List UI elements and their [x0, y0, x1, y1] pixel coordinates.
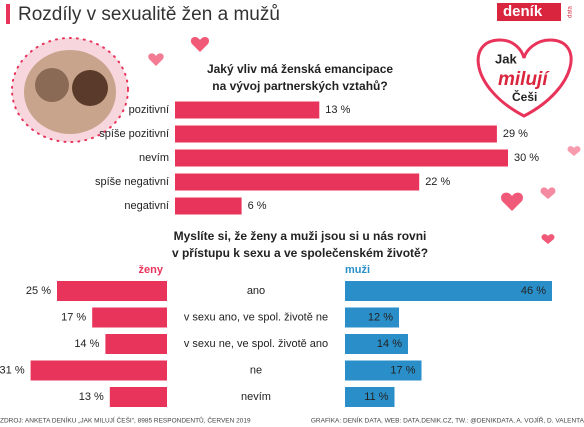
- bar: [30, 360, 167, 381]
- value-label: 11 %: [364, 391, 388, 403]
- category-label: spíše negativní: [95, 176, 169, 188]
- category-label: nevím: [241, 391, 271, 403]
- source: ZDROJ: ANKETA DENÍKU „JAK MILUJÍ ČEŠI", …: [0, 416, 251, 425]
- value-label: 22 %: [425, 176, 450, 188]
- value-label: 46 %: [521, 285, 546, 297]
- value-label: 6 %: [248, 200, 267, 212]
- chart-title: v přístupu k sexu a ve společenském živo…: [172, 246, 428, 260]
- legend-label: muži: [345, 264, 370, 276]
- category-label: ne: [250, 364, 262, 376]
- bar: [345, 307, 399, 328]
- category-label: nevím: [139, 152, 169, 164]
- bar: [345, 281, 552, 301]
- value-label: 17 %: [61, 311, 86, 323]
- brand-sub: data: [568, 6, 574, 18]
- value-label: 25 %: [26, 285, 51, 297]
- value-label: 12 %: [368, 311, 393, 323]
- logo-heart: [476, 38, 573, 118]
- value-label: 13 %: [79, 391, 104, 403]
- logo-line: milují: [498, 69, 550, 90]
- category-label: v sexu ano, ve spol. životě ne: [184, 311, 328, 323]
- chart-title: Jaký vliv má ženská emancipace: [207, 62, 393, 76]
- bar: [175, 197, 242, 215]
- category-label: v sexu ne, ve spol. životě ano: [184, 338, 328, 350]
- bar: [345, 360, 422, 381]
- page-title: Rozdíly v sexualitě žen a mužů: [18, 4, 280, 25]
- bar: [175, 149, 508, 167]
- bar: [175, 125, 497, 143]
- logo-line: Češi: [512, 89, 537, 104]
- value-label: 29 %: [503, 128, 528, 140]
- credits: GRAFIKA: DENÍK DATA, WEB: DATA.DENIK.CZ,…: [311, 416, 584, 425]
- brand-box: [497, 3, 561, 21]
- brand: deník: [503, 3, 543, 20]
- bar: [57, 281, 167, 301]
- category-label: spíše pozitivní: [99, 128, 169, 140]
- value-label: 13 %: [325, 104, 350, 116]
- bar: [92, 307, 167, 328]
- chart-title: na vývoj partnerských vztahů?: [212, 79, 387, 93]
- value-label: 14 %: [377, 338, 402, 350]
- bar: [175, 101, 320, 119]
- logo-line: Jak: [495, 51, 517, 66]
- value-label: 14 %: [74, 338, 99, 350]
- value-label: 17 %: [390, 364, 415, 376]
- category-label: pozitivní: [129, 104, 169, 116]
- category-label: negativní: [124, 200, 169, 212]
- value-label: 30 %: [514, 152, 539, 164]
- bar: [109, 387, 167, 407]
- bar: [345, 387, 395, 407]
- title-accent: [6, 4, 10, 24]
- photo: [11, 37, 129, 143]
- chart-title: Myslíte si, že ženy a muži jsou si u nás…: [174, 229, 427, 243]
- bar: [175, 173, 420, 191]
- category-label: ano: [247, 285, 265, 297]
- value-label: 31 %: [0, 364, 25, 376]
- legend-label: ženy: [139, 264, 164, 276]
- bar: [345, 334, 408, 354]
- bar: [105, 334, 167, 354]
